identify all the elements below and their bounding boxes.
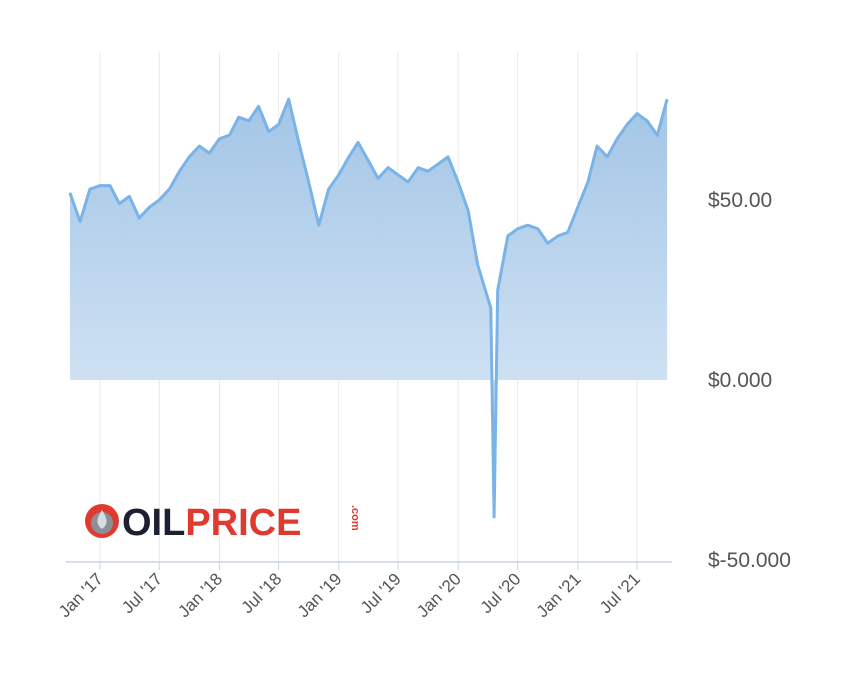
y-tick-label: $-50.000 xyxy=(708,549,791,572)
x-tick-label: Jan '18 xyxy=(174,569,226,621)
svg-text:OILPRICE: OILPRICE xyxy=(122,502,301,544)
area-fill xyxy=(70,99,668,517)
x-tick-label: Jan '19 xyxy=(294,569,346,621)
logo-text-com: .com xyxy=(349,505,361,531)
x-tick-label: Jan '17 xyxy=(55,569,107,621)
x-tick-label: Jul '19 xyxy=(357,569,405,617)
logo-text-price: PRICE xyxy=(185,502,301,544)
logo-text-oil: OIL xyxy=(122,502,185,544)
x-tick-label: Jul '18 xyxy=(238,569,286,617)
x-axis-ticks: Jan '17 Jul '17 Jan '18 Jul '18 Jan '19 Jul '… xyxy=(55,562,644,621)
x-tick-label: Jan '21 xyxy=(533,569,585,621)
y-tick-label: $50.00 xyxy=(708,189,772,212)
price-line-layer xyxy=(68,97,669,519)
x-tick-label: Jul '17 xyxy=(118,569,166,617)
oilprice-logo: OILPRICE .com xyxy=(85,502,361,544)
x-tick-label: Jan '20 xyxy=(413,569,465,621)
x-tick-label: Jul '20 xyxy=(477,569,525,617)
series-line xyxy=(68,97,669,519)
y-axis-ticks: $50.00 $0.000 $-50.000 xyxy=(708,189,791,572)
area-fill-layer xyxy=(70,99,668,517)
y-tick-label: $0.000 xyxy=(708,369,772,392)
x-tick-label: Jul '21 xyxy=(596,569,644,617)
